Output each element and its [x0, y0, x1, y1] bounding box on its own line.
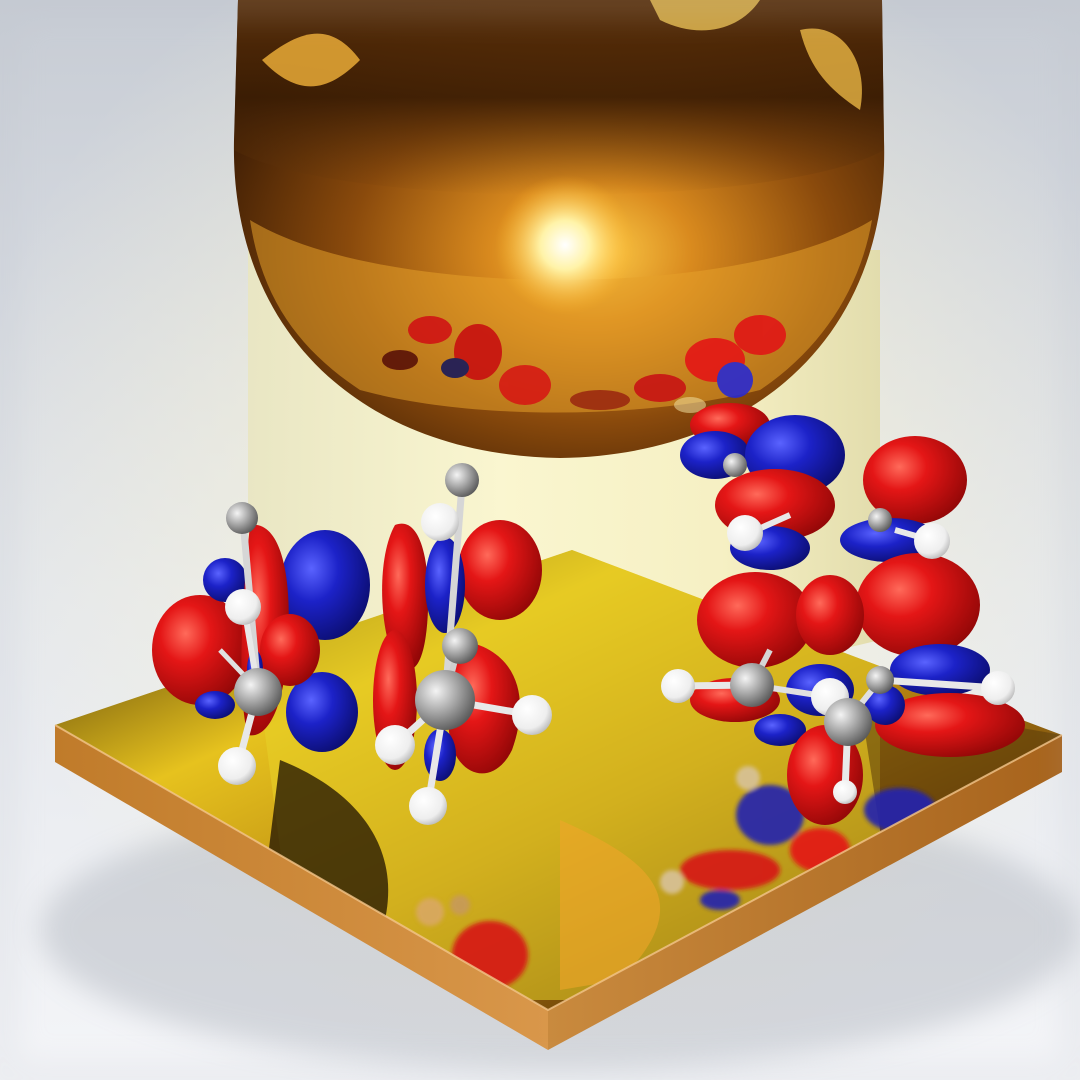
sphere-reflection-molecules: [382, 315, 786, 413]
light-reflection-hotspot: [495, 175, 635, 315]
molecule-center-orbitals: [373, 463, 552, 825]
gold-sphere-tip: [233, 0, 885, 458]
molecule-right-bridge-orbitals: [661, 403, 1025, 825]
molecule-left-orbitals: [152, 502, 370, 785]
molecule-reflections: [416, 766, 936, 989]
